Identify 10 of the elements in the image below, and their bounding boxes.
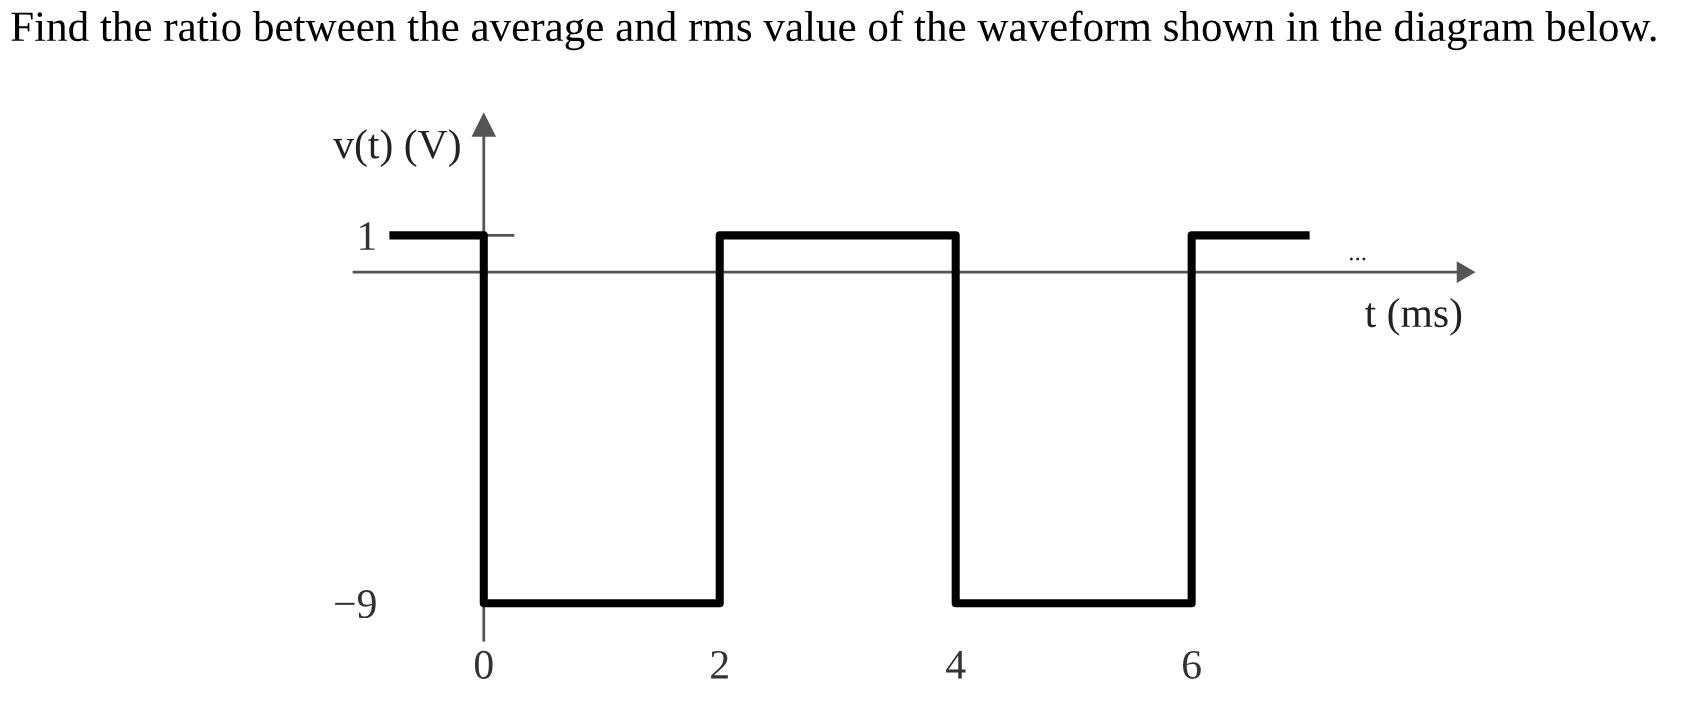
x-axis-title: t (ms) [1365,297,1462,336]
y-tick-label: −9 [335,590,376,619]
x-tick-label: 2 [711,650,728,679]
x-tick-label: 6 [1183,650,1201,679]
x-tick-label: 4 [946,651,966,679]
annotation: ... [1349,257,1366,261]
y-tick-label: 1 [360,222,375,250]
y-axis-title: v(t) (V) [333,129,460,168]
x-tick-label: 0 [474,650,493,679]
chart-title: Find the ratio between the average and rms value of the waveform shown in the diagram below. [11,10,1656,51]
